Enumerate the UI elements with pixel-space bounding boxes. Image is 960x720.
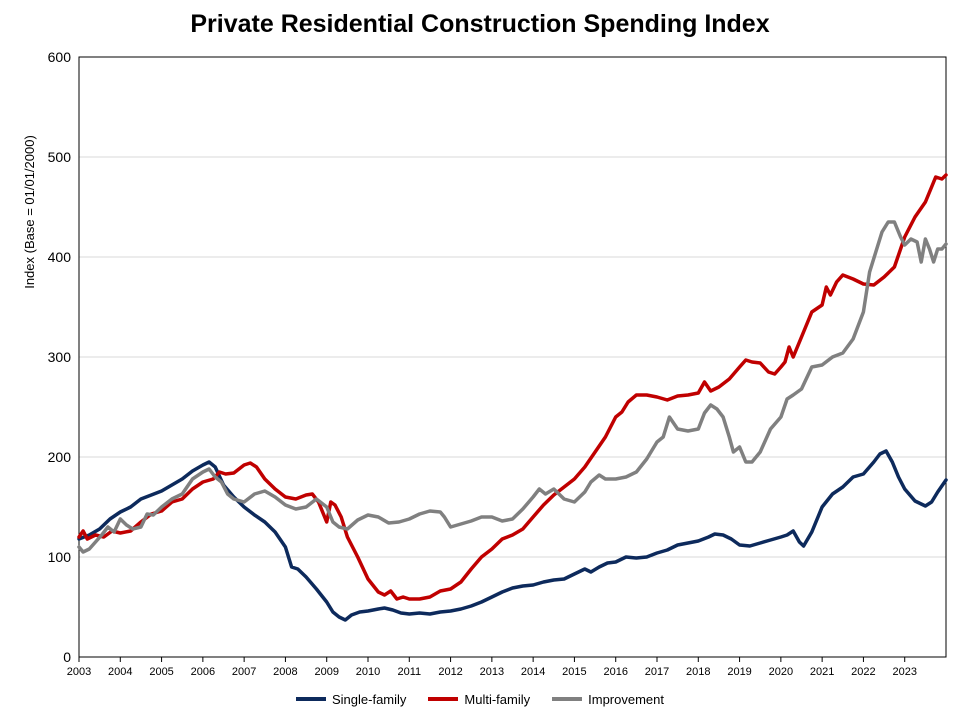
series-lines [77,173,948,622]
legend-label: Multi-family [464,691,531,707]
y-axis-ticks: 0 100 200 300 400 500 600 [48,49,72,665]
y-tick-label: 200 [48,449,72,465]
x-tick-label: 2017 [645,666,669,678]
x-tick-label: 2015 [562,666,586,678]
y-tick-label: 500 [48,149,72,165]
x-tick-label: 2021 [810,666,834,678]
chart-title: Private Residential Construction Spendin… [190,10,770,38]
plot-area-border [78,56,947,658]
y-axis-label: Index (Base = 01/01/2000) [22,135,37,289]
line-chart: 0 100 200 300 400 500 600 2003 2004 2005 2006 2007… [22,49,948,678]
x-tick-label: 2012 [438,666,462,678]
legend-item: Multi-family [428,692,530,707]
x-tick-label: 2019 [727,666,751,678]
x-tick-label: 2018 [686,666,710,678]
legend-item: Single-family [295,691,407,707]
legend-label: Improvement [588,691,665,707]
series-line-improvement [77,220,948,554]
legend-swatch [295,697,326,701]
legend-swatch [552,697,583,701]
x-axis-ticks: 2003 2004 2005 2006 2007 2008 2009 2010 2011 2012… [67,657,917,678]
x-tick-label: 2007 [232,666,256,678]
x-tick-label: 2022 [851,666,875,678]
x-tick-label: 2005 [149,666,173,678]
y-tick-label: 0 [63,649,71,665]
x-tick-label: 2008 [273,666,297,678]
legend-item: Improvement [552,692,664,707]
x-tick-label: 2009 [314,666,338,678]
x-tick-label: 2004 [108,666,132,678]
y-tick-label: 600 [48,49,72,65]
x-tick-label: 2003 [67,666,91,678]
y-tick-label: 300 [48,349,72,365]
x-tick-label: 2010 [356,666,380,678]
x-tick-label: 2013 [480,666,504,678]
gridlines [79,156,946,558]
x-tick-label: 2014 [521,666,545,678]
series-line-multi-family [77,173,948,601]
x-tick-label: 2006 [191,666,215,678]
y-tick-label: 100 [48,549,72,565]
x-tick-label: 2016 [603,666,627,678]
legend-label: Single-family [331,691,407,707]
x-tick-label: 2011 [397,666,421,678]
legend-swatch [428,697,459,701]
x-tick-label: 2020 [769,666,793,678]
x-tick-label: 2023 [892,666,916,678]
legend: Single-family Multi-family Improvement [0,689,960,709]
y-tick-label: 400 [48,249,72,265]
